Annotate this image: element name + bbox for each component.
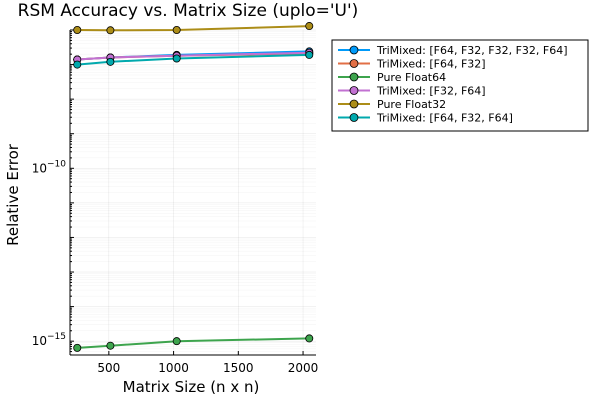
legend: TriMixed: [F64, F32, F32, F32, F64]TriMi… <box>331 39 589 132</box>
legend-label: TriMixed: [F64, F32, F64] <box>376 112 513 125</box>
legend-label: Pure Float64 <box>377 71 446 84</box>
series-line <box>77 53 310 66</box>
data-point <box>106 57 115 66</box>
series-line <box>77 51 310 61</box>
axes: 500 1000 1500 2000 10−15 10−10 <box>32 29 319 375</box>
data-point <box>305 334 314 343</box>
data-point <box>305 50 314 59</box>
y-tick-label: 10−10 <box>32 159 67 175</box>
legend-marker <box>349 59 359 68</box>
legend-marker <box>349 113 359 122</box>
data-point <box>73 343 82 352</box>
x-tick-label: 1500 <box>223 361 254 375</box>
x-axis-label: Matrix Size (n x n) <box>123 378 260 396</box>
series <box>73 50 314 69</box>
legend-label: TriMixed: [F64, F32, F32, F32, F64] <box>376 44 568 57</box>
data-point <box>73 25 82 34</box>
legend-marker <box>349 72 359 82</box>
plot-series <box>73 22 314 352</box>
data-point <box>106 26 115 35</box>
y-axis-label: Relative Error <box>4 143 22 246</box>
chart-title: RSM Accuracy vs. Matrix Size (uplo='U') <box>18 1 359 21</box>
legend-marker <box>349 45 359 55</box>
grid <box>70 29 316 356</box>
x-tick-label: 1000 <box>158 361 189 375</box>
data-point <box>172 54 181 63</box>
series-line <box>77 25 310 32</box>
legend-label: Pure Float32 <box>377 98 446 111</box>
x-tick-label: 500 <box>97 361 120 375</box>
series-line <box>77 337 310 349</box>
series <box>73 22 314 35</box>
y-tick-label: 10−15 <box>32 332 66 348</box>
legend-label: TriMixed: [F32, F64] <box>376 85 486 98</box>
legend-marker <box>349 86 359 95</box>
series <box>73 334 314 352</box>
legend-label: TriMixed: [F64, F32] <box>376 58 486 71</box>
x-tick-label: 2000 <box>288 361 319 375</box>
data-point <box>305 22 314 31</box>
data-point <box>172 337 181 346</box>
data-point <box>172 25 181 34</box>
legend-marker <box>349 99 359 109</box>
legend-box <box>331 39 589 132</box>
data-point <box>106 341 115 350</box>
data-point <box>73 60 82 69</box>
